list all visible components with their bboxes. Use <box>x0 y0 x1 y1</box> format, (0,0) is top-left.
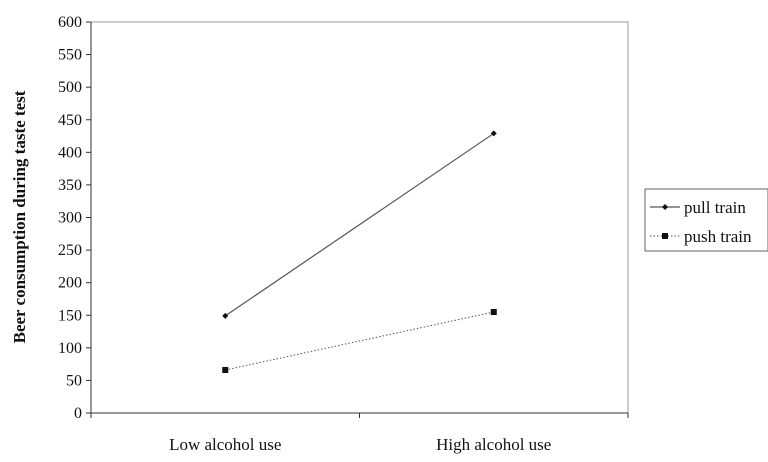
series-line-push-train <box>225 311 494 371</box>
y-axis-title: Beer consumption during taste test <box>10 90 29 343</box>
legend-label-push-train: push train <box>684 227 752 246</box>
y-tick-label: 300 <box>58 210 82 227</box>
series-layer <box>222 130 497 373</box>
x-tick-label: Low alcohol use <box>169 435 281 454</box>
y-tick-label: 100 <box>58 340 82 357</box>
y-tick-label: 450 <box>58 112 82 129</box>
plot-area-frame <box>90 21 629 414</box>
data-point-pull-train <box>490 130 497 137</box>
data-point-pull-train <box>222 312 229 319</box>
legend: pull train push train <box>644 188 768 252</box>
y-axis: 0 50 100 150 200 250 300 350 400 450 500 550 600 <box>58 14 92 422</box>
y-tick-label: 500 <box>58 79 82 96</box>
y-tick-label: 400 <box>58 144 82 161</box>
data-point-push-train <box>222 366 229 373</box>
y-tick-label: 0 <box>74 405 82 422</box>
series-line-pull-train <box>224 132 495 317</box>
data-point-push-train <box>490 308 497 315</box>
legend-marker-push-train <box>662 233 668 239</box>
x-tick-label: High alcohol use <box>436 435 551 454</box>
y-tick-label: 250 <box>58 242 82 259</box>
legend-entry-push-train: push train <box>650 227 752 246</box>
legend-box <box>644 188 768 252</box>
y-tick-label: 200 <box>58 275 82 292</box>
legend-entry-pull-train: pull train <box>650 198 746 217</box>
y-tick-label: 350 <box>58 177 82 194</box>
y-tick-label: 50 <box>66 372 82 389</box>
y-tick-label: 150 <box>58 307 82 324</box>
legend-label-pull-train: pull train <box>684 198 746 217</box>
legend-marker-pull-train <box>662 204 668 210</box>
y-tick-label: 550 <box>58 47 82 64</box>
x-axis: Low alcohol use High alcohol use <box>90 412 629 454</box>
y-tick-label: 600 <box>58 14 82 31</box>
